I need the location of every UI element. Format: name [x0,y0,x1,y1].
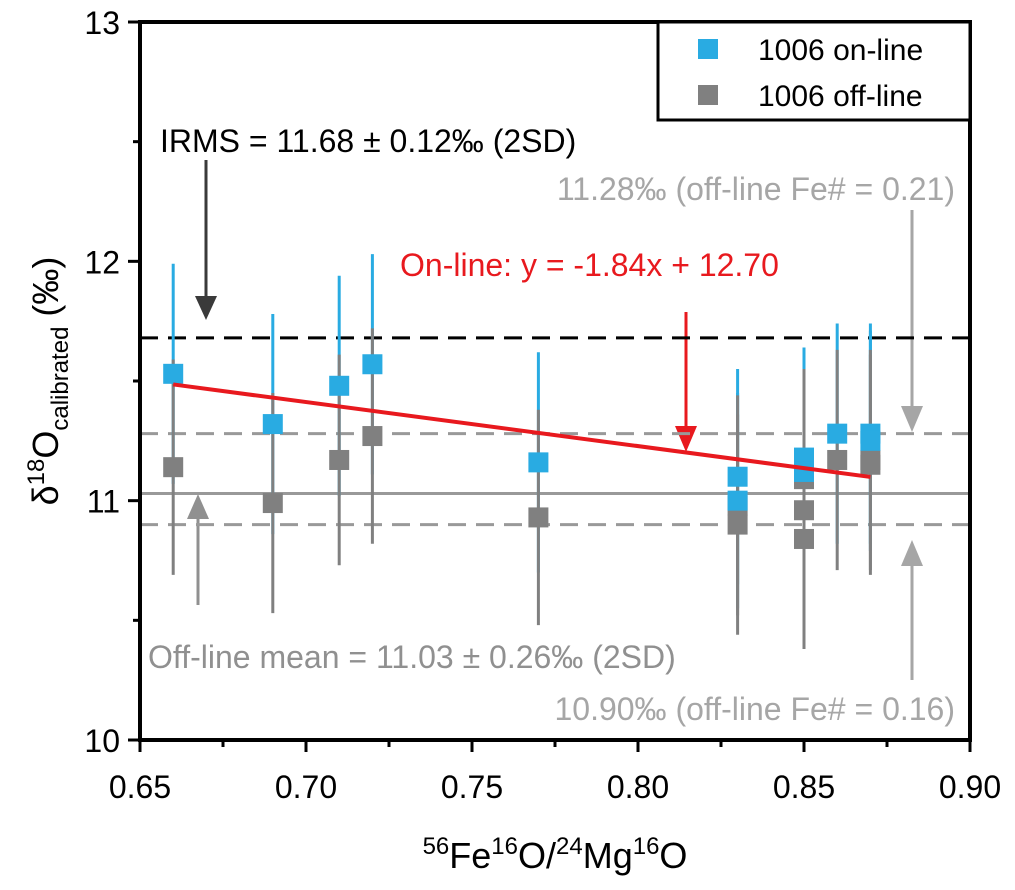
x-axis-label-part: O/ [518,835,556,876]
annotation: Off-line mean = 11.03 ± 0.26‰ (2SD) [148,639,676,675]
y-axis-label-part: δ [25,485,66,505]
annotation: IRMS = 11.68 ± 0.12‰ (2SD) [160,123,576,159]
x-axis-label-part: Mg [583,835,633,876]
marker [860,454,881,475]
x-tick-label: 0.70 [275,769,337,805]
marker [262,493,283,514]
marker [528,507,549,528]
y-tick-label: 11 [87,484,120,520]
marker [362,354,383,375]
x-axis-label-part: 56 [423,833,450,860]
marker [794,500,814,521]
marker [329,375,350,396]
marker [528,452,549,473]
x-tick-label: 0.75 [441,769,503,805]
marker [794,461,814,482]
marker [163,457,184,478]
marker [860,430,881,451]
x-tick-label: 0.80 [607,769,669,805]
y-axis-label-part: 18 [23,459,50,486]
y-tick-label: 12 [84,244,120,280]
x-axis-label-part: 24 [556,833,583,860]
y-tick-label: 13 [84,5,120,41]
y-tick-label: 10 [84,723,120,759]
legend-marker [698,85,718,105]
y-axis-label-part: O [25,431,66,459]
marker [727,490,748,511]
legend-label: 1006 off-line [758,80,923,113]
x-tick-label: 0.85 [773,769,835,805]
legend-marker [698,39,718,59]
x-axis-label-part: O [659,835,687,876]
marker [827,423,848,444]
x-axis-label-part: Fe [449,835,491,876]
y-axis-label-part: calibrated [47,327,74,431]
x-axis-label-part: 16 [491,833,518,860]
marker [727,466,748,487]
marker [262,414,283,435]
y-axis-label: δ18Ocalibrated (‰) [23,257,74,506]
annotation: 10.90‰ (off-line Fe# = 0.16) [554,691,955,727]
annotation: 11.28‰ (off-line Fe# = 0.21) [557,171,955,207]
x-axis-label-part: 16 [633,833,660,860]
trend-line [172,382,871,479]
annotation: On-line: y = -1.84x + 12.70 [400,247,779,283]
x-axis-label: 56Fe16O/24Mg16O [423,833,688,876]
legend-label: 1006 on-line [758,34,923,67]
y-axis-label-part: (‰) [25,257,66,327]
x-tick-label: 0.90 [939,769,1001,805]
marker [794,528,814,549]
marker [163,363,184,384]
marker [827,449,848,470]
marker [727,514,748,535]
x-tick-label: 0.65 [109,769,171,805]
marker [362,426,383,447]
arrows [187,160,923,680]
marker [329,449,350,470]
